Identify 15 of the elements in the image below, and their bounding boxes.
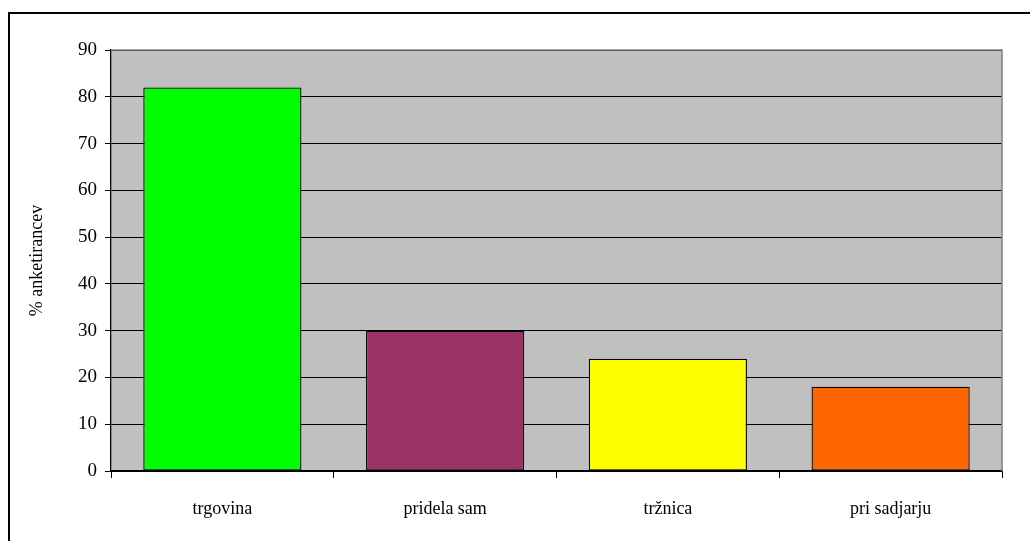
y-tick-label: 10 [78,412,97,434]
y-tick-label: 20 [78,365,97,387]
y-axis-title: % anketirancev [25,204,46,317]
y-tick-label: 90 [78,37,97,59]
y-tick-label: 0 [87,458,97,480]
x-tick-label: pri sadjarju [849,497,932,518]
y-tick-label: 50 [78,225,97,247]
y-tick-label: 60 [78,178,97,200]
y-tick-label: 70 [78,131,97,153]
x-tick-label: pridela sam [403,497,487,518]
y-tick-label: 80 [78,84,97,106]
x-tick-label: tržnica [643,497,693,518]
y-tick-label: 30 [78,318,97,340]
x-tick-label: trgovina [192,497,253,518]
y-tick-label: 40 [78,271,97,293]
